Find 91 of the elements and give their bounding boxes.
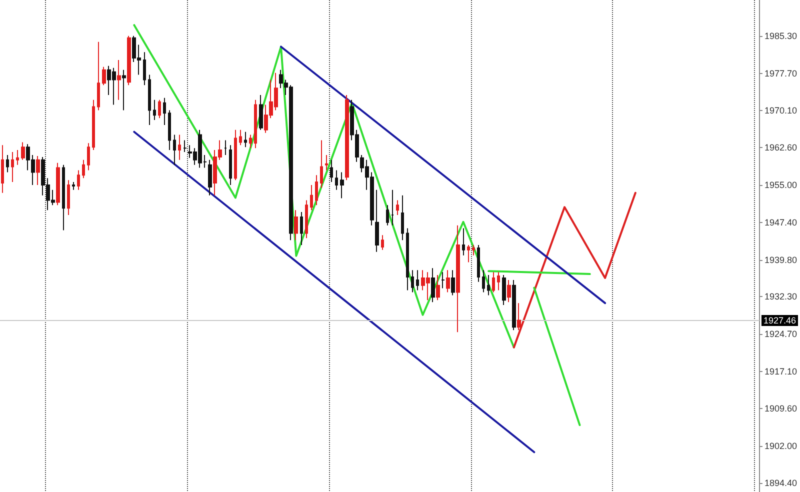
candlestick — [244, 131, 247, 148]
candlestick — [406, 228, 409, 291]
candlestick — [67, 180, 70, 216]
candlestick — [294, 210, 298, 241]
candlestick — [507, 279, 511, 303]
candlestick — [467, 244, 470, 263]
y-tick-label: 1977.70 — [764, 68, 798, 78]
line-series — [512, 192, 636, 348]
candlestick — [77, 170, 80, 190]
candlestick — [502, 274, 506, 306]
candlestick — [36, 155, 40, 186]
candlestick — [92, 99, 95, 151]
candlestick — [56, 162, 60, 206]
candlestick — [62, 164, 65, 231]
candlestick — [436, 274, 440, 301]
candlestick — [163, 97, 166, 126]
y-tick-label: 1955.00 — [764, 180, 798, 190]
candlestick — [441, 272, 445, 289]
y-tick-label: 1894.40 — [764, 478, 798, 488]
candlestick — [122, 69, 126, 111]
candlestick — [21, 142, 25, 160]
candlestick — [431, 268, 435, 303]
candlestick — [446, 270, 450, 293]
candlestick — [16, 150, 19, 166]
candlestick — [310, 184, 313, 211]
candlestick — [492, 272, 495, 293]
candlestick — [305, 200, 308, 239]
candlestick — [72, 182, 75, 190]
y-tick-label: 1939.80 — [764, 254, 798, 265]
candlestick — [411, 270, 414, 293]
candlestick — [477, 244, 480, 282]
candlestick — [229, 144, 232, 186]
candlestick — [158, 99, 161, 119]
candlestick — [391, 189, 394, 226]
candlestick — [330, 159, 333, 183]
candlestick — [401, 194, 404, 241]
candlestick — [512, 279, 516, 331]
y-tick-label: 1917.10 — [764, 366, 798, 376]
ref-line-label: 1927.46 — [763, 315, 796, 326]
candlestick — [82, 159, 85, 179]
candlestick — [451, 270, 455, 296]
y-tick-label: 1962.60 — [764, 142, 798, 153]
candlestick — [173, 134, 176, 166]
candlestick — [345, 94, 349, 181]
candlestick — [340, 172, 344, 199]
candlestick — [487, 274, 490, 296]
candlestick — [249, 134, 252, 149]
candlestick — [153, 99, 156, 121]
candlestick — [117, 60, 121, 100]
y-tick-label: 1909.60 — [764, 403, 798, 414]
candlestick — [259, 94, 263, 130]
candlestick — [254, 99, 257, 149]
candlestick — [300, 212, 303, 246]
candlestick — [462, 228, 465, 256]
candlestick — [386, 204, 389, 226]
candlestick — [143, 52, 146, 86]
candlestick — [416, 270, 419, 291]
candlestick — [472, 244, 475, 256]
candlestick — [315, 174, 318, 206]
candlestick — [234, 129, 237, 181]
candlestick — [239, 129, 242, 146]
candlestick — [168, 110, 171, 151]
candlestick — [1, 144, 4, 194]
line-series — [133, 24, 515, 348]
y-tick-label: 1932.30 — [764, 292, 798, 302]
candlestick — [6, 154, 9, 173]
candlestick — [208, 159, 212, 196]
candlestick — [517, 302, 521, 331]
candlestick — [456, 224, 460, 333]
candlestick — [497, 272, 500, 291]
candlestick — [320, 140, 323, 188]
candlestick — [148, 74, 151, 126]
y-tick-label: 1924.70 — [764, 329, 798, 340]
candlestick — [11, 152, 14, 183]
candlestick — [224, 140, 227, 156]
y-tick-label: 1947.40 — [764, 217, 798, 228]
candlestick — [335, 170, 338, 190]
y-tick-label: 1902.00 — [764, 440, 798, 451]
candlestick — [325, 154, 328, 171]
y-tick-label: 1970.10 — [764, 106, 798, 116]
candlestick — [375, 189, 379, 252]
candlestick — [102, 66, 106, 86]
candlestick — [127, 35, 131, 86]
y-tick-label: 1985.30 — [764, 30, 798, 41]
candlestick — [396, 200, 399, 216]
candlestick — [482, 270, 485, 293]
candlestick — [178, 134, 181, 160]
candlestick — [381, 234, 384, 250]
candlestick — [183, 140, 187, 153]
candlestick — [87, 142, 90, 171]
candlestick — [97, 41, 100, 111]
